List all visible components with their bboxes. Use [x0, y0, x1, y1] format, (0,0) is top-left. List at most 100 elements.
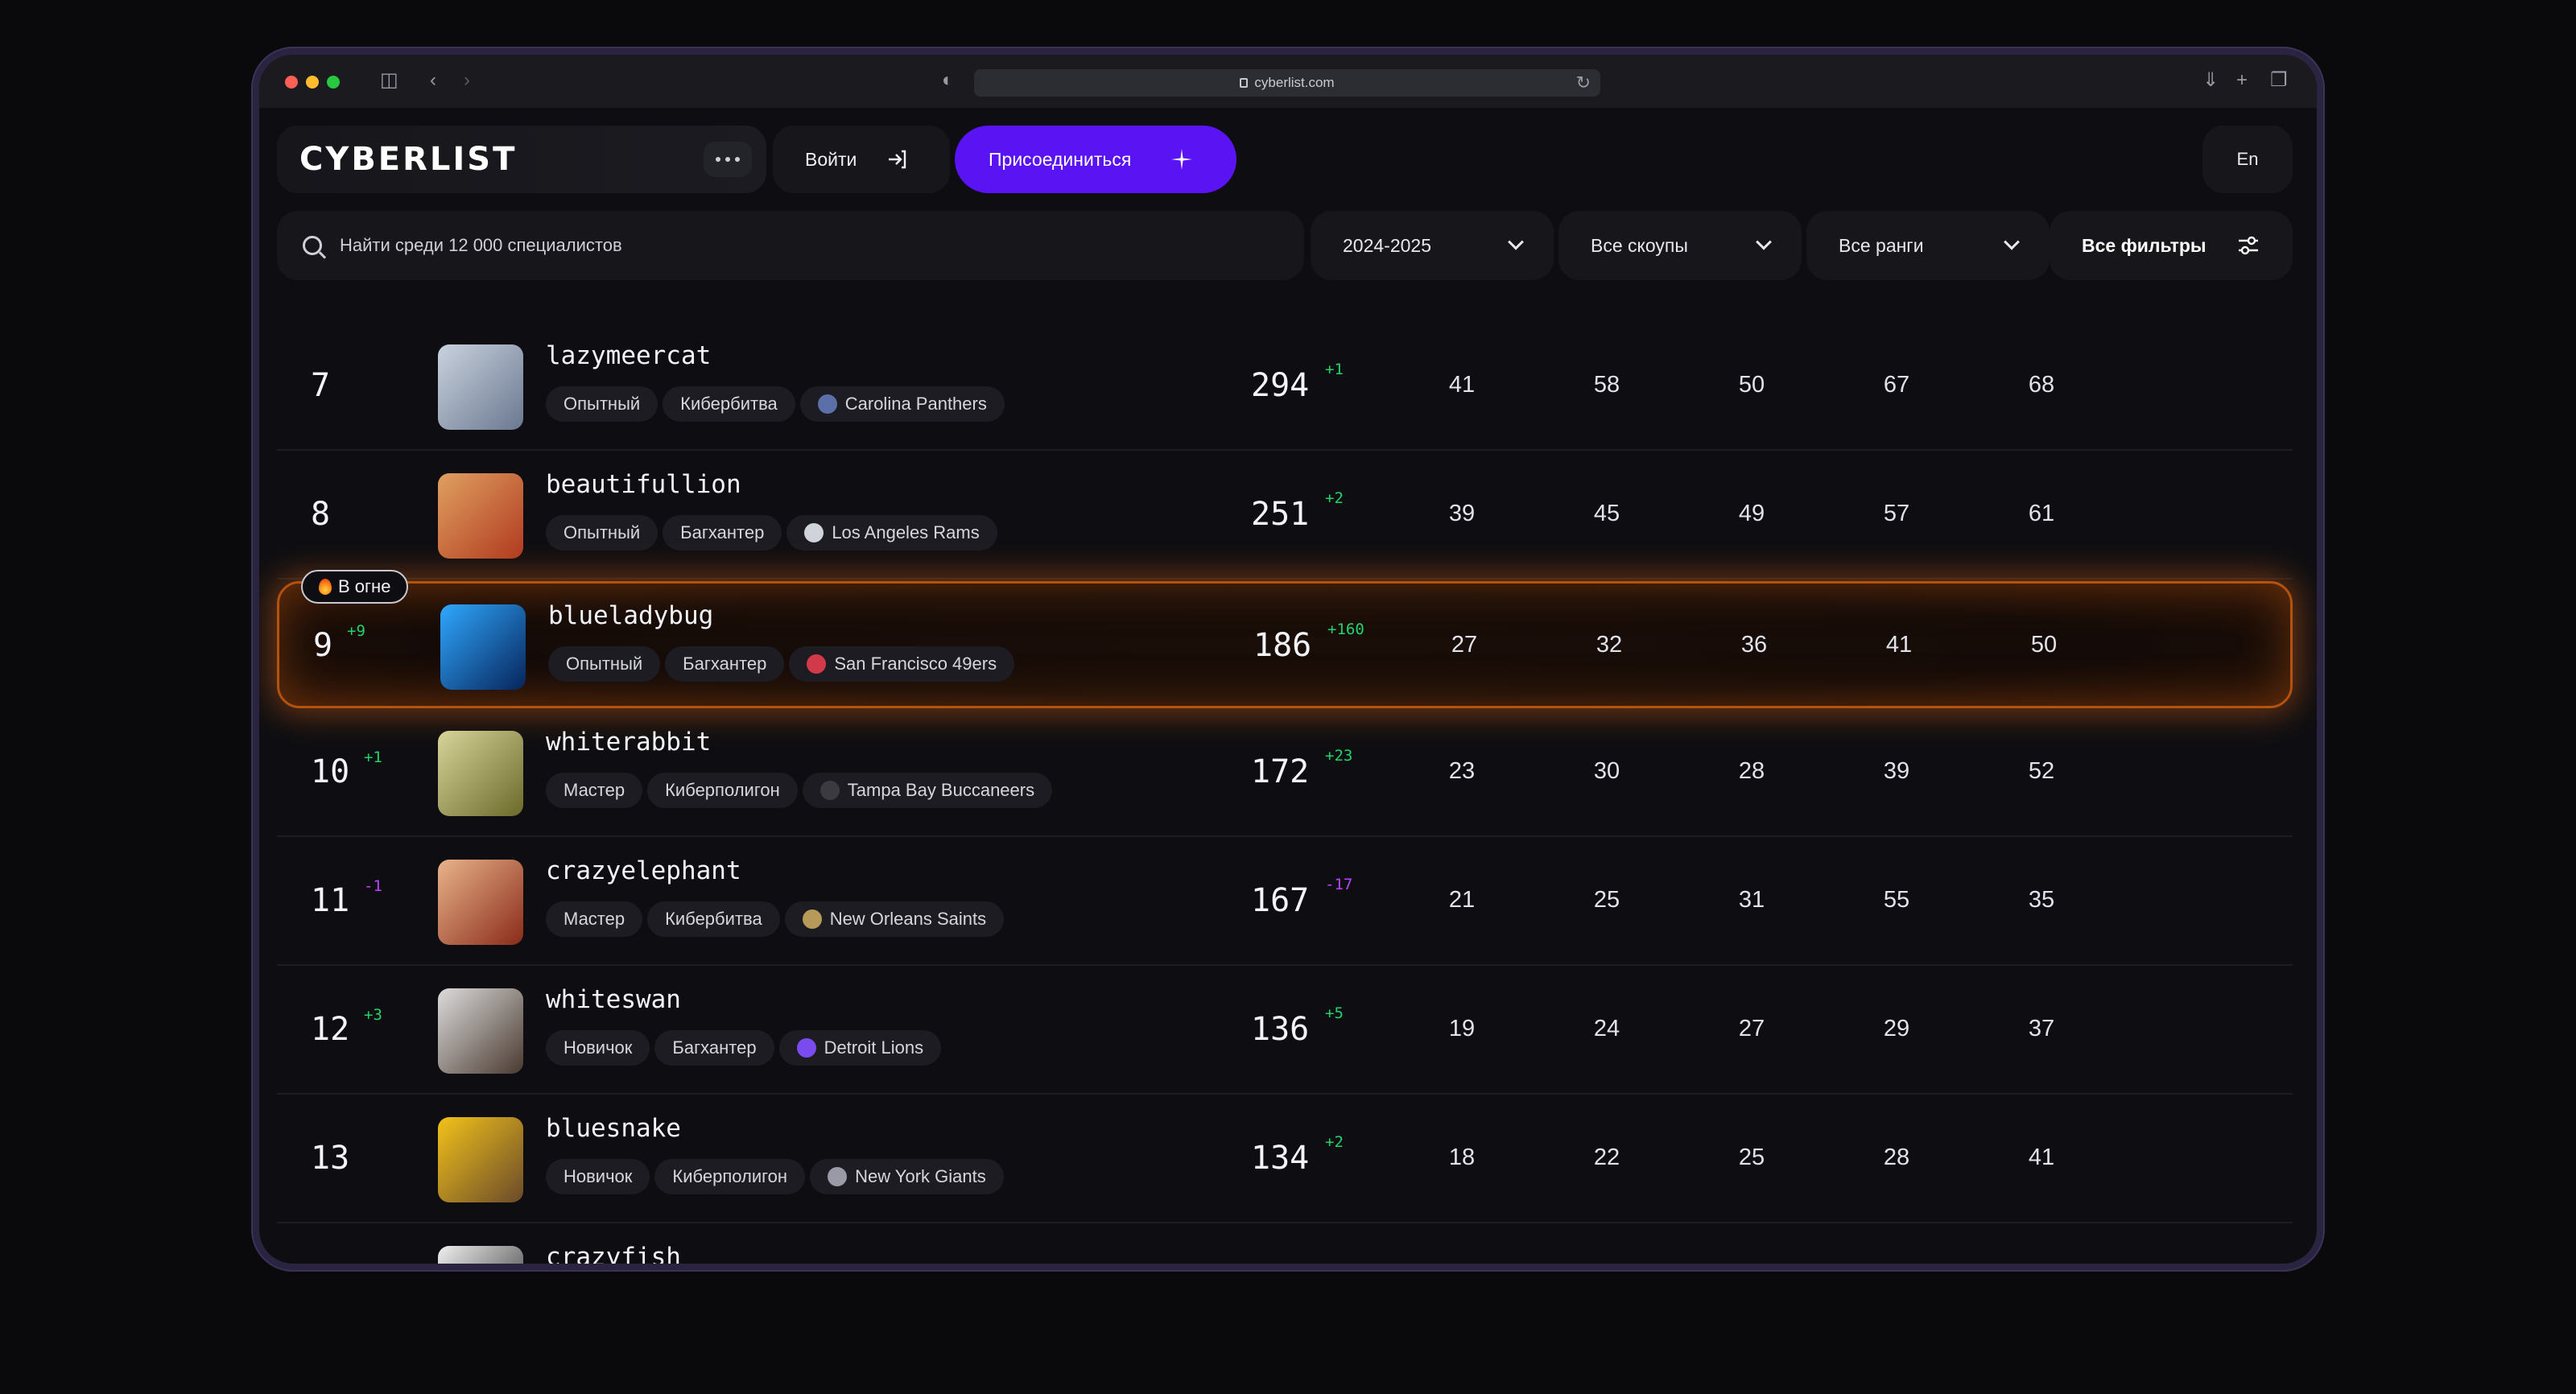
score: 167 [1251, 882, 1310, 919]
tag-group: Опытный Кибербитва Carolina Panthers [546, 386, 1005, 422]
stat-value: 28 [1883, 1144, 1910, 1170]
season-select[interactable]: 2024-2025 [1311, 211, 1554, 280]
back-icon[interactable]: ‹ [430, 69, 436, 91]
team-name: Detroit Lions [824, 1037, 924, 1058]
login-button[interactable]: Войти [773, 126, 950, 193]
table-row[interactable]: 7 lazymeercat Опытный Кибербитва Carolina… [277, 324, 2293, 451]
address-bar[interactable]: cyberlist.com ↻ [974, 69, 1600, 97]
table-row[interactable]: 9 +9 blueladybug Опытный Багхантер San Fra… [277, 581, 2293, 708]
login-label: Войти [805, 148, 857, 170]
table-row[interactable]: crazyfish [277, 1225, 2293, 1264]
rank-delta: +3 [364, 1006, 382, 1024]
team-tag: Carolina Panthers [799, 386, 1005, 422]
forward-icon[interactable]: › [464, 69, 470, 91]
team-name: Los Angeles Rams [832, 522, 980, 542]
username[interactable]: beautifullion [546, 470, 741, 499]
new-tab-icon[interactable]: + [2236, 69, 2248, 91]
avatar[interactable] [438, 473, 523, 559]
tag-group: Новичок Киберполигон New York Giants [546, 1159, 1004, 1194]
scope-value: Все скоупы [1591, 234, 1688, 256]
sidebar-toggle-icon[interactable]: ◫ [380, 69, 398, 91]
score: 172 [1251, 753, 1310, 790]
score-delta: +2 [1325, 1133, 1344, 1151]
avatar[interactable] [438, 860, 523, 945]
username[interactable]: lazymeercat [546, 341, 712, 370]
join-button[interactable]: Присоединиться [955, 126, 1236, 193]
username[interactable]: crazyelephant [546, 856, 741, 885]
close-window-button[interactable] [285, 76, 298, 89]
avatar[interactable] [438, 731, 523, 816]
privacy-shield-icon[interactable]: ◐ [942, 69, 954, 91]
avatar[interactable] [440, 604, 526, 690]
all-filters-button[interactable]: Все фильтры [2050, 211, 2293, 280]
minimize-window-button[interactable] [306, 76, 319, 89]
language-label: En [2236, 149, 2259, 169]
track-tag: Киберполигон [654, 1159, 806, 1194]
tabs-overview-icon[interactable]: ❐ [2270, 69, 2288, 91]
stat-value: 27 [1451, 632, 1478, 658]
track-tag: Кибербитва [647, 901, 780, 937]
avatar[interactable] [438, 1246, 523, 1264]
stat-value: 39 [1883, 758, 1910, 784]
table-row[interactable]: 12 +3 whiteswan Новичок Багхантер Detroit … [277, 967, 2293, 1095]
stat-value: 19 [1448, 1016, 1476, 1041]
stat-value: 36 [1740, 632, 1768, 658]
stat-value: 35 [2028, 887, 2055, 913]
stat-value: 25 [1593, 887, 1620, 913]
more-menu-button[interactable] [704, 142, 752, 177]
browser-toolbar: ◫ ‹ › ◐ cyberlist.com ↻ ⇓ + ❐ [259, 55, 2317, 108]
team-tag: New York Giants [810, 1159, 1004, 1194]
table-row[interactable]: 11 -1 crazyelephant Мастер Кибербитва New … [277, 839, 2293, 966]
rank-delta: -1 [364, 877, 382, 895]
team-name: San Francisco 49ers [834, 654, 997, 674]
stat-value: 50 [2030, 632, 2058, 658]
reload-icon[interactable]: ↻ [1575, 72, 1591, 93]
rank-select[interactable]: Все ранги [1806, 211, 2050, 280]
language-button[interactable]: En [2202, 126, 2293, 193]
maximize-window-button[interactable] [327, 76, 340, 89]
rank-number: 9 [313, 627, 333, 664]
score: 186 [1253, 627, 1312, 664]
rank-number: 13 [311, 1140, 350, 1177]
team-tag: Los Angeles Rams [786, 515, 997, 551]
leaderboard-list: 7 lazymeercat Опытный Кибербитва Carolina… [259, 291, 2317, 1264]
username[interactable]: bluesnake [546, 1114, 681, 1143]
username[interactable]: blueladybug [548, 601, 714, 630]
tag-group: Опытный Багхантер Los Angeles Rams [546, 515, 997, 551]
stat-value: 30 [1593, 758, 1620, 784]
stat-value: 21 [1448, 887, 1476, 913]
table-row[interactable]: 10 +1 whiterabbit Мастер Киберполигон Tamp… [277, 710, 2293, 837]
stat-value: 41 [1885, 632, 1913, 658]
stat-value: 31 [1738, 887, 1765, 913]
stat-value: 55 [1883, 887, 1910, 913]
track-tag: Багхантер [663, 515, 782, 551]
avatar[interactable] [438, 344, 523, 430]
stat-value: 68 [2028, 372, 2055, 398]
browser-window: ◫ ‹ › ◐ cyberlist.com ↻ ⇓ + ❐ CYBERLIST … [259, 55, 2317, 1264]
avatar[interactable] [438, 1117, 523, 1202]
all-filters-label: Все фильтры [2082, 234, 2207, 256]
avatar[interactable] [438, 988, 523, 1074]
table-row[interactable]: 13 bluesnake Новичок Киберполигон New Yor… [277, 1096, 2293, 1223]
table-row[interactable]: 8 beautifullion Опытный Багхантер Los Ang… [277, 452, 2293, 579]
scope-select[interactable]: Все скоупы [1558, 211, 1802, 280]
team-name: Tampa Bay Buccaneers [847, 780, 1035, 800]
logo[interactable]: CYBERLIST [299, 141, 518, 178]
username[interactable]: whiteswan [546, 985, 681, 1014]
team-logo-icon [796, 1038, 816, 1058]
join-label: Присоединиться [989, 148, 1132, 170]
track-tag: Багхантер [654, 1030, 774, 1066]
score-delta: +5 [1325, 1004, 1344, 1022]
stat-value: 45 [1593, 501, 1620, 526]
rank-number: 12 [311, 1011, 350, 1048]
download-icon[interactable]: ⇓ [2202, 69, 2219, 91]
on-fire-badge: В огне [301, 570, 409, 604]
team-tag: New Orleans Saints [784, 901, 1005, 937]
tag-group: Опытный Багхантер San Francisco 49ers [548, 646, 1015, 682]
username[interactable]: whiterabbit [546, 728, 712, 757]
username[interactable]: crazyfish [546, 1243, 681, 1264]
search-field[interactable]: Найти среди 12 000 специалистов [277, 211, 1304, 280]
chevron-down-icon [2004, 233, 2020, 250]
rank-number: 7 [311, 367, 331, 404]
stat-value: 27 [1738, 1016, 1765, 1041]
